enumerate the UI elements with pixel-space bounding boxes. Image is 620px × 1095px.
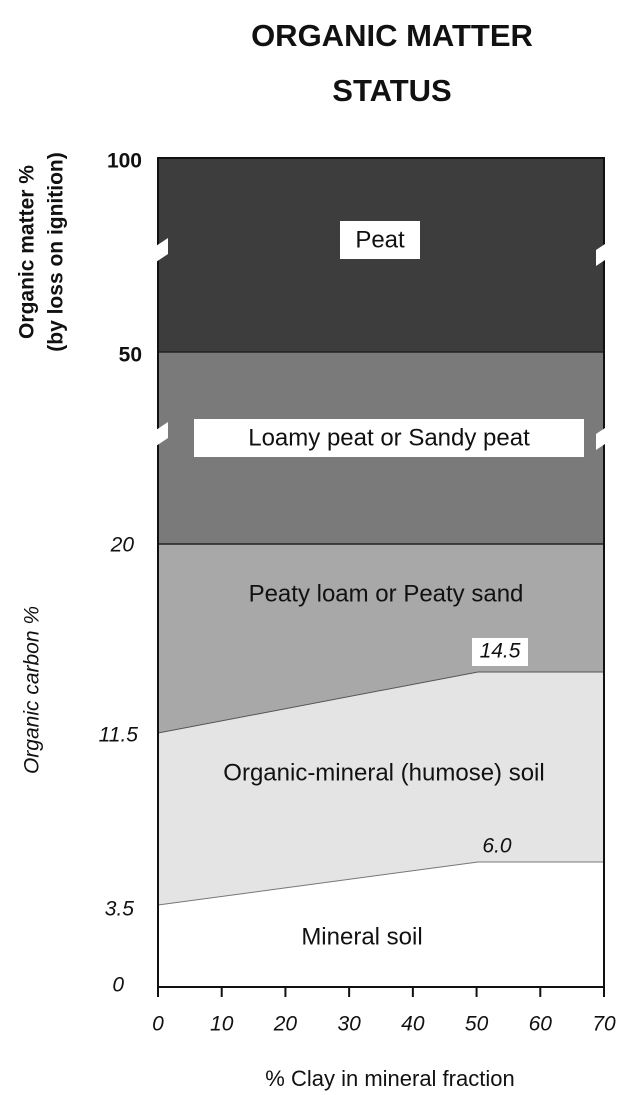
- frame: [157, 157, 605, 988]
- x-tick-label: 30: [337, 1013, 361, 1036]
- x-tick-label: 0: [152, 1013, 164, 1036]
- y-tick-label: 50: [119, 344, 142, 367]
- axis-breaks: [150, 238, 614, 450]
- x-tick-label: 40: [401, 1013, 425, 1036]
- zone-label: Mineral soil: [301, 923, 422, 950]
- title: STATUS: [332, 73, 451, 108]
- y-tick-label: 0: [112, 974, 124, 997]
- title: ORGANIC MATTER: [251, 18, 533, 53]
- boundary-label: 6.0: [482, 835, 512, 858]
- x-tick-label: 20: [273, 1013, 298, 1036]
- label-box: [340, 221, 420, 259]
- zone-mineral: [158, 862, 604, 987]
- zone-peaty-loam: [158, 544, 604, 733]
- boundary-label: 14.5: [480, 640, 521, 663]
- zone-label: Loamy peat or Sandy peat: [248, 424, 530, 451]
- y-tick-label: 11.5: [99, 724, 139, 747]
- boundary: [157, 861, 604, 906]
- zone-organic-mineral: [158, 672, 604, 905]
- label-box: [194, 419, 584, 457]
- zone-label: Organic-mineral (humose) soil: [223, 759, 544, 786]
- x-tick-label: 10: [210, 1013, 234, 1036]
- boundary: [157, 671, 604, 734]
- x-axis-label: % Clay in mineral fraction: [265, 1066, 514, 1091]
- y-axis-label: Organic carbon %: [21, 606, 44, 774]
- y-tick-label: 20: [110, 534, 135, 557]
- zone-label: Peat: [355, 226, 405, 253]
- x-tick-label: 70: [592, 1013, 616, 1036]
- y-axis-label: Organic matter %: [16, 165, 39, 339]
- y-tick-label: 3.5: [105, 898, 135, 921]
- x-tick-label: 60: [529, 1013, 553, 1036]
- y-tick-label: 100: [107, 150, 142, 173]
- zone-label: Peaty loam or Peaty sand: [249, 580, 524, 607]
- label-box: [472, 638, 528, 666]
- y-axis-label: (by loss on ignition): [45, 152, 68, 351]
- x-tick-label: 50: [465, 1013, 489, 1036]
